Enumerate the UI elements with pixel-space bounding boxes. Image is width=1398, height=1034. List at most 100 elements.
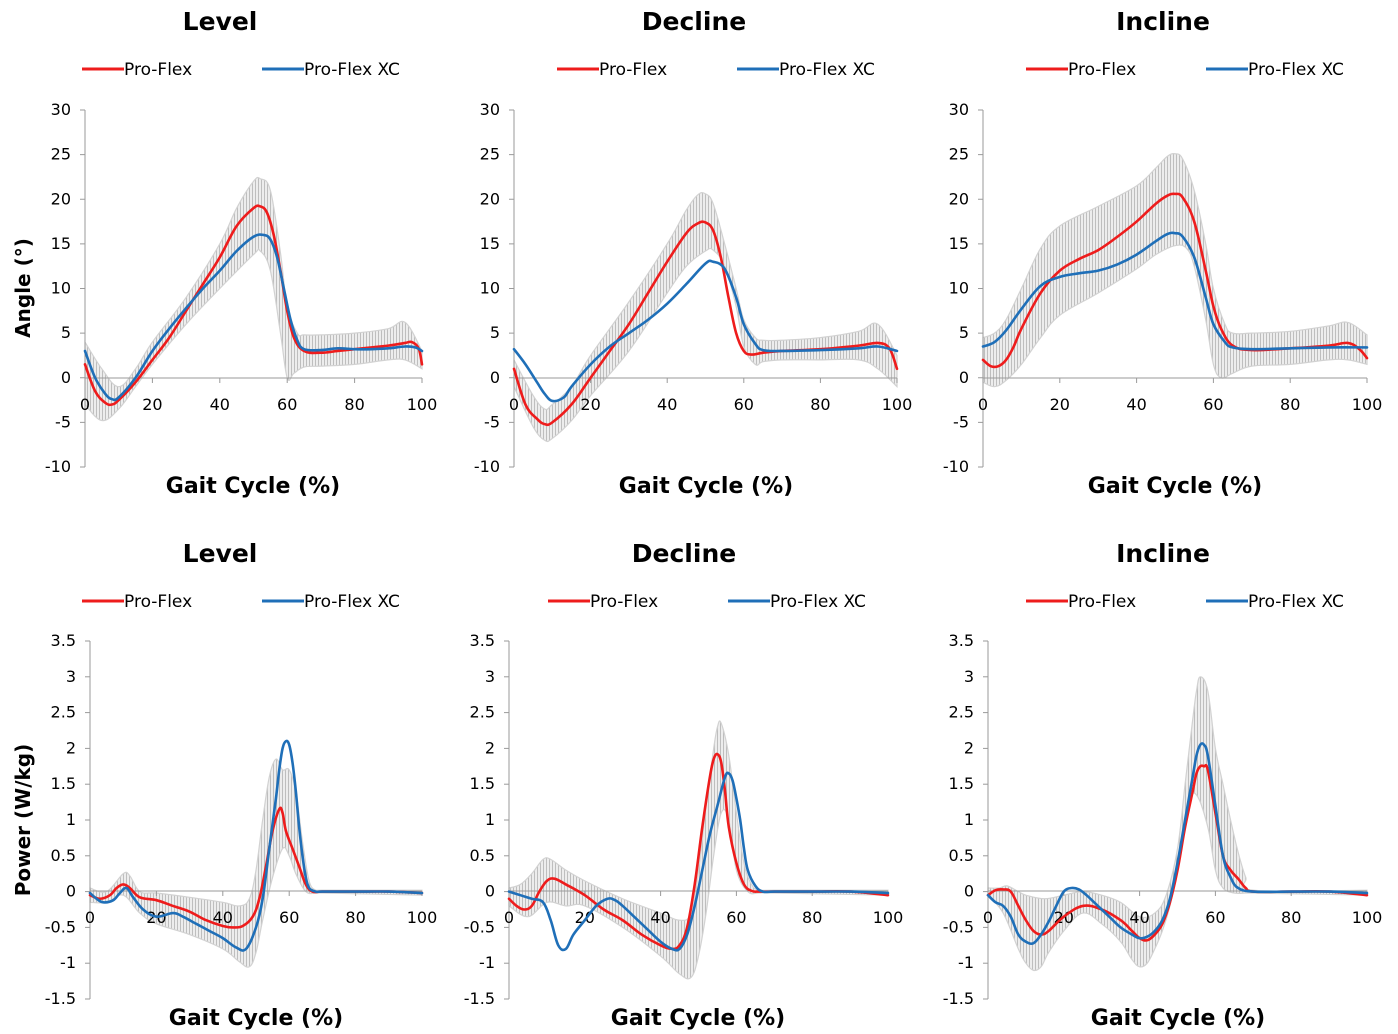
y-tick-label: 0 bbox=[66, 882, 76, 901]
y-tick-label: -1.5 bbox=[45, 989, 76, 1008]
y-tick-label: -1.5 bbox=[464, 989, 495, 1008]
y-tick-label: -1 bbox=[60, 953, 76, 972]
x-tick-label: 80 bbox=[810, 395, 830, 414]
y-axis-label: Power (W/kg) bbox=[11, 744, 35, 897]
chart-title: Decline bbox=[642, 7, 746, 36]
y-tick-label: 2 bbox=[485, 738, 495, 757]
legend-label: Pro-Flex XC bbox=[304, 60, 400, 80]
series-line-pro-flex-xc bbox=[986, 742, 1369, 945]
x-tick-label: 60 bbox=[1205, 908, 1225, 927]
y-tick-label: 3.5 bbox=[51, 631, 76, 650]
y-tick-label: 1.5 bbox=[470, 774, 495, 793]
variability-band bbox=[982, 152, 1368, 388]
y-tick-label: -0.5 bbox=[464, 917, 495, 936]
y-tick-label: -0.5 bbox=[45, 917, 76, 936]
chart-title: Level bbox=[183, 539, 258, 568]
x-tick-label: 80 bbox=[345, 908, 365, 927]
chart-title: Incline bbox=[1116, 7, 1210, 36]
y-tick-label: 2 bbox=[66, 738, 76, 757]
y-tick-label: 2 bbox=[964, 738, 974, 757]
x-tick-label: 60 bbox=[277, 395, 297, 414]
y-tick-label: 25 bbox=[949, 145, 969, 164]
x-tick-label: 60 bbox=[734, 395, 754, 414]
y-tick-label: 25 bbox=[51, 145, 71, 164]
legend-label: Pro-Flex bbox=[124, 592, 192, 612]
y-tick-label: -10 bbox=[474, 457, 500, 476]
x-tick-label: 100 bbox=[882, 395, 913, 414]
y-tick-label: -1 bbox=[479, 953, 495, 972]
y-tick-label: 20 bbox=[480, 189, 500, 208]
x-axis-label: Gait Cycle (%) bbox=[166, 474, 340, 499]
variability-band bbox=[84, 176, 423, 422]
x-tick-label: 40 bbox=[650, 908, 670, 927]
y-tick-label: 2.5 bbox=[949, 703, 974, 722]
x-tick-label: 100 bbox=[407, 908, 438, 927]
x-tick-label: 80 bbox=[1281, 908, 1301, 927]
y-tick-label: 3 bbox=[66, 667, 76, 686]
y-tick-label: 3.5 bbox=[949, 631, 974, 650]
y-tick-label: 15 bbox=[51, 234, 71, 253]
x-tick-label: 40 bbox=[210, 395, 230, 414]
y-tick-label: 10 bbox=[949, 279, 969, 298]
series-line-pro-flex-xc bbox=[88, 739, 424, 952]
y-tick-label: 15 bbox=[480, 234, 500, 253]
y-tick-label: -5 bbox=[484, 412, 500, 431]
y-tick-label: 10 bbox=[51, 279, 71, 298]
series-line-pro-flex-xc bbox=[512, 259, 899, 403]
legend-label: Pro-Flex bbox=[1068, 592, 1136, 612]
y-tick-label: -1 bbox=[958, 953, 974, 972]
y-tick-label: 1 bbox=[66, 810, 76, 829]
chart-panel: Decline Pro-Flex Pro-Flex XC -1.5 -1 -0.5 0 0.5… bbox=[464, 539, 903, 1031]
x-tick-label: 100 bbox=[1352, 395, 1383, 414]
y-tick-label: -5 bbox=[953, 412, 969, 431]
x-tick-label: 0 bbox=[509, 395, 519, 414]
y-tick-label: -5 bbox=[55, 412, 71, 431]
legend-label: Pro-Flex XC bbox=[1248, 592, 1344, 612]
y-axis-label: Angle (°) bbox=[11, 238, 35, 338]
y-tick-label: 0.5 bbox=[470, 846, 495, 865]
y-tick-label: 5 bbox=[490, 323, 500, 342]
chart-panel: Level Pro-Flex Pro-Flex XC -1.5 -1 -0.5 0 0.5 1 1… bbox=[11, 539, 437, 1031]
y-tick-label: 30 bbox=[949, 100, 969, 119]
legend-label: Pro-Flex bbox=[124, 60, 192, 80]
x-tick-label: 0 bbox=[504, 908, 514, 927]
legend-label: Pro-Flex XC bbox=[304, 592, 400, 612]
y-tick-label: 2.5 bbox=[51, 703, 76, 722]
y-tick-label: -10 bbox=[943, 457, 969, 476]
y-tick-label: 3 bbox=[964, 667, 974, 686]
x-axis-label: Gait Cycle (%) bbox=[1088, 474, 1262, 499]
x-tick-label: 20 bbox=[1050, 395, 1070, 414]
variability-band bbox=[987, 676, 1368, 972]
chart-title: Level bbox=[183, 7, 258, 36]
chart-panel: Decline Pro-Flex Pro-Flex XC -10 -5 0 5 10 15 20 2… bbox=[474, 7, 912, 499]
x-tick-label: 40 bbox=[1129, 908, 1149, 927]
y-tick-label: 1.5 bbox=[949, 774, 974, 793]
x-tick-label: 80 bbox=[802, 908, 822, 927]
y-tick-label: 0.5 bbox=[949, 846, 974, 865]
x-tick-label: 0 bbox=[85, 908, 95, 927]
y-tick-label: 2.5 bbox=[470, 703, 495, 722]
series-line-pro-flex-xc bbox=[981, 231, 1369, 351]
y-tick-label: 15 bbox=[949, 234, 969, 253]
x-tick-label: 40 bbox=[657, 395, 677, 414]
y-tick-label: 30 bbox=[480, 100, 500, 119]
y-tick-label: 1.5 bbox=[51, 774, 76, 793]
x-tick-label: 100 bbox=[407, 395, 438, 414]
chart-panel: Level Pro-Flex Pro-Flex XC -10 -5 0 5 10 15 20 25 3… bbox=[11, 7, 437, 499]
series-line-pro-flex bbox=[83, 204, 424, 407]
x-tick-label: 0 bbox=[80, 395, 90, 414]
y-tick-label: 1 bbox=[964, 810, 974, 829]
x-tick-label: 80 bbox=[1280, 395, 1300, 414]
legend-label: Pro-Flex bbox=[599, 60, 667, 80]
y-tick-label: 10 bbox=[480, 279, 500, 298]
series-line-pro-flex bbox=[986, 763, 1369, 942]
x-tick-label: 60 bbox=[279, 908, 299, 927]
series-line-pro-flex-xc bbox=[507, 771, 890, 952]
y-tick-label: 0.5 bbox=[51, 846, 76, 865]
x-tick-label: 20 bbox=[142, 395, 162, 414]
x-tick-label: 40 bbox=[1126, 395, 1146, 414]
series-line-pro-flex bbox=[507, 752, 890, 951]
x-tick-label: 100 bbox=[1352, 908, 1383, 927]
legend-label: Pro-Flex bbox=[590, 592, 658, 612]
